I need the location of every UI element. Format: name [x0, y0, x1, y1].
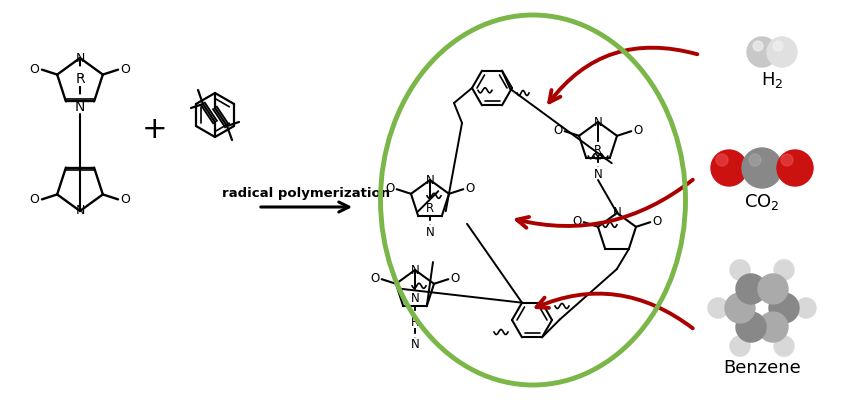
Text: O: O — [466, 183, 474, 195]
Circle shape — [708, 298, 728, 318]
Text: N: N — [613, 206, 621, 220]
Text: O: O — [385, 183, 395, 195]
Text: R: R — [75, 72, 85, 86]
Circle shape — [767, 37, 797, 67]
Circle shape — [716, 154, 728, 166]
Text: O: O — [554, 125, 562, 137]
Text: Benzene: Benzene — [723, 359, 801, 377]
Circle shape — [736, 312, 766, 342]
Text: O: O — [633, 125, 643, 137]
Circle shape — [736, 274, 766, 304]
Circle shape — [758, 274, 788, 304]
Text: +: + — [143, 116, 168, 145]
Text: N: N — [410, 291, 419, 305]
Circle shape — [769, 293, 799, 323]
Circle shape — [730, 336, 750, 356]
Circle shape — [758, 312, 788, 342]
Text: R: R — [411, 316, 419, 328]
Text: N: N — [75, 52, 85, 64]
Text: N: N — [410, 264, 419, 276]
Circle shape — [781, 154, 793, 166]
Circle shape — [774, 336, 794, 356]
Text: O: O — [29, 63, 39, 76]
Text: O: O — [29, 193, 39, 206]
Text: N: N — [75, 100, 86, 114]
Circle shape — [725, 293, 755, 323]
Text: O: O — [121, 63, 130, 76]
Circle shape — [773, 41, 783, 51]
Circle shape — [796, 298, 816, 318]
Text: O: O — [121, 193, 130, 206]
Circle shape — [753, 41, 763, 51]
Text: CO$_2$: CO$_2$ — [744, 192, 780, 212]
Text: H$_2$: H$_2$ — [761, 70, 784, 90]
Text: R: R — [594, 143, 602, 156]
Text: N: N — [75, 204, 85, 218]
Circle shape — [747, 37, 777, 67]
Text: N: N — [594, 168, 602, 181]
Text: N: N — [426, 174, 435, 187]
Text: N: N — [426, 226, 435, 239]
Circle shape — [711, 150, 747, 186]
Circle shape — [774, 260, 794, 280]
Circle shape — [730, 260, 750, 280]
Text: O: O — [371, 272, 379, 285]
Circle shape — [777, 150, 813, 186]
Circle shape — [742, 148, 782, 188]
Text: N: N — [410, 339, 419, 351]
Text: radical polymerization: radical polymerization — [222, 187, 391, 199]
Text: O: O — [652, 215, 662, 229]
Text: R: R — [426, 202, 434, 214]
Text: O: O — [573, 215, 581, 229]
Text: O: O — [450, 272, 460, 285]
Circle shape — [749, 154, 761, 166]
Text: N: N — [594, 116, 602, 129]
